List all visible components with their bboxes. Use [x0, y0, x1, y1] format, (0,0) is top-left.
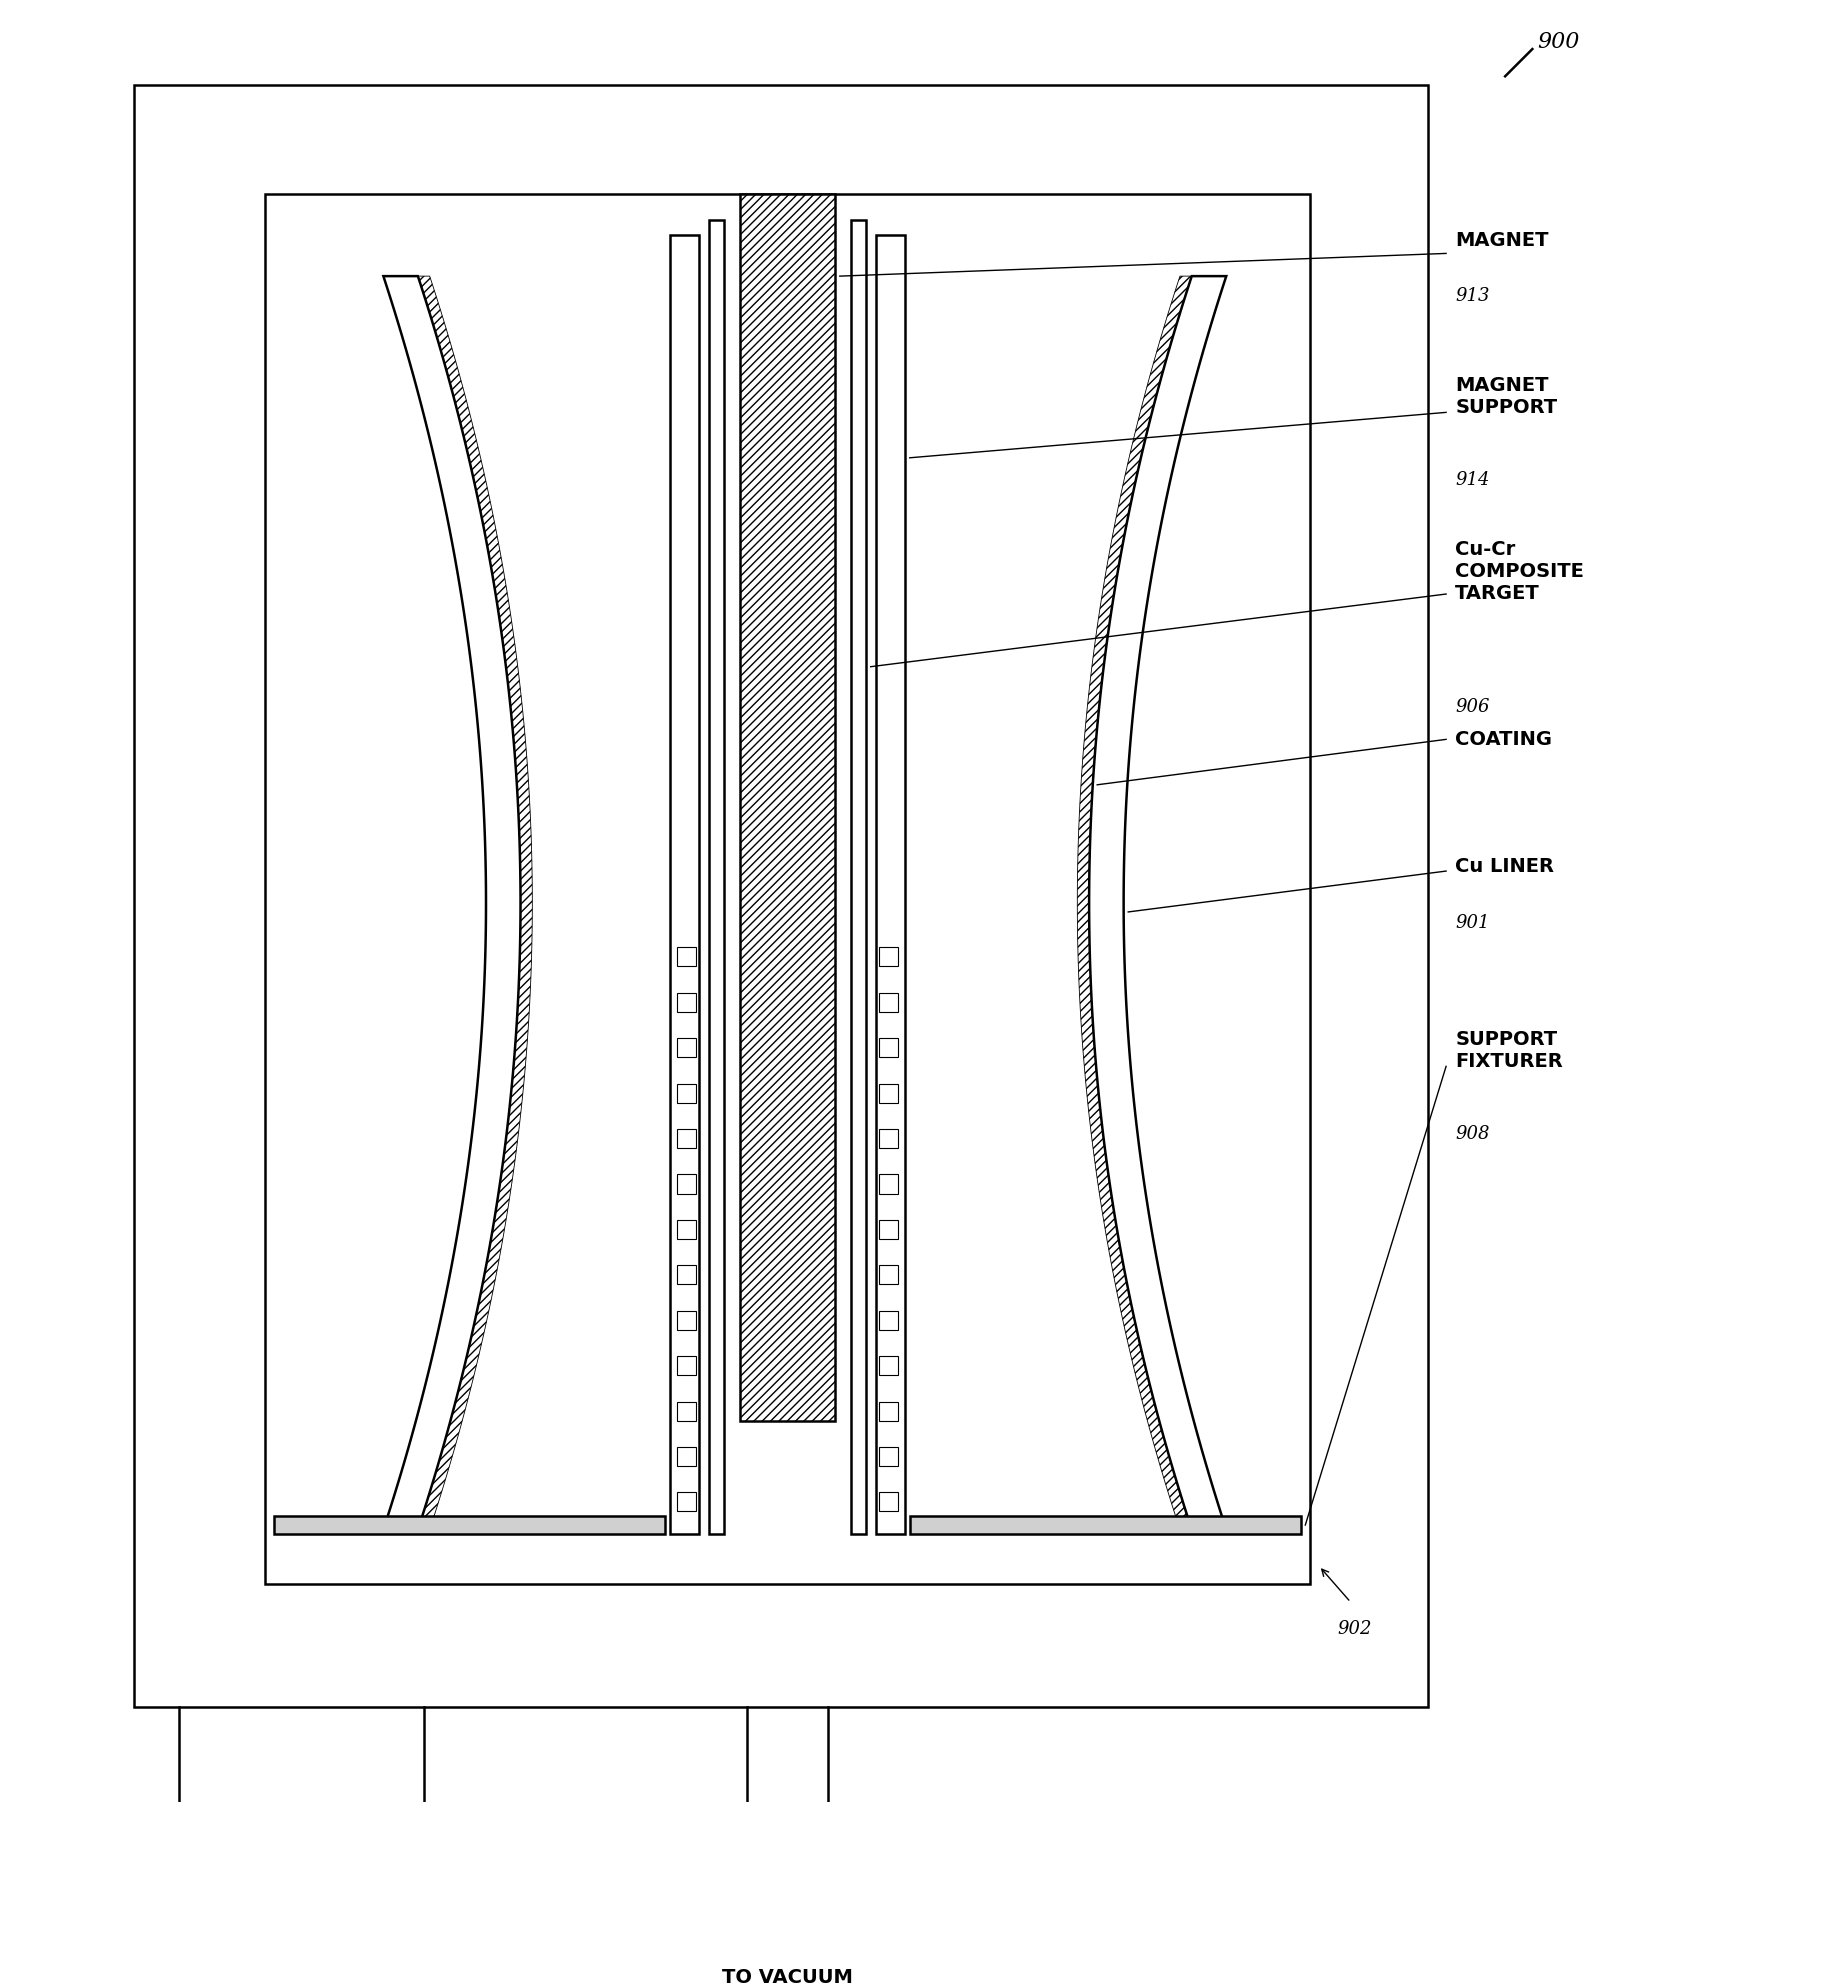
Text: 900: 900 [1537, 32, 1579, 54]
Bar [740, 194, 835, 1421]
Bar [879, 1175, 897, 1194]
Text: 914: 914 [1455, 472, 1489, 490]
Bar [676, 1446, 696, 1466]
Polygon shape [383, 276, 520, 1530]
Text: Cu-Cr
COMPOSITE
TARGET: Cu-Cr COMPOSITE TARGET [1455, 540, 1582, 603]
Text: COATING: COATING [1455, 730, 1551, 750]
Bar [676, 1492, 696, 1512]
Bar [879, 992, 897, 1012]
Bar [875, 236, 904, 1534]
Polygon shape [1088, 276, 1225, 1530]
Bar [879, 948, 897, 966]
Bar [850, 220, 866, 1534]
Text: 906: 906 [1455, 698, 1489, 716]
Bar [669, 236, 698, 1534]
Bar [676, 948, 696, 966]
Text: 901: 901 [1455, 915, 1489, 932]
Text: SUPPORT
FIXTURER: SUPPORT FIXTURER [1455, 1030, 1562, 1071]
Text: 908: 908 [1455, 1125, 1489, 1143]
Bar [879, 1357, 897, 1375]
Bar [879, 1220, 897, 1238]
Text: Cu LINER: Cu LINER [1455, 857, 1553, 877]
Bar [879, 1492, 897, 1512]
Text: 913: 913 [1455, 288, 1489, 306]
Text: TO VACUUM
PUMP: TO VACUUM PUMP [722, 1968, 853, 1984]
Bar [676, 1311, 696, 1329]
Bar [676, 1083, 696, 1103]
Bar [676, 1220, 696, 1238]
Bar [879, 1401, 897, 1421]
Text: MAGNET: MAGNET [1455, 230, 1548, 250]
Bar [676, 992, 696, 1012]
Bar [879, 1038, 897, 1057]
Bar [676, 1038, 696, 1057]
Bar [879, 1446, 897, 1466]
Bar [676, 1357, 696, 1375]
Bar [676, 1266, 696, 1284]
Text: MAGNET
SUPPORT: MAGNET SUPPORT [1455, 377, 1557, 417]
Bar [676, 1175, 696, 1194]
Bar [676, 1401, 696, 1421]
Bar [879, 1266, 897, 1284]
Bar [264, 194, 1309, 1583]
Text: 902: 902 [1336, 1621, 1371, 1639]
Bar [676, 1129, 696, 1149]
Bar [133, 85, 1427, 1706]
Bar [709, 220, 724, 1534]
Bar [910, 1516, 1300, 1534]
Bar [879, 1083, 897, 1103]
Bar [273, 1516, 665, 1534]
Bar [879, 1129, 897, 1149]
Bar [879, 1311, 897, 1329]
